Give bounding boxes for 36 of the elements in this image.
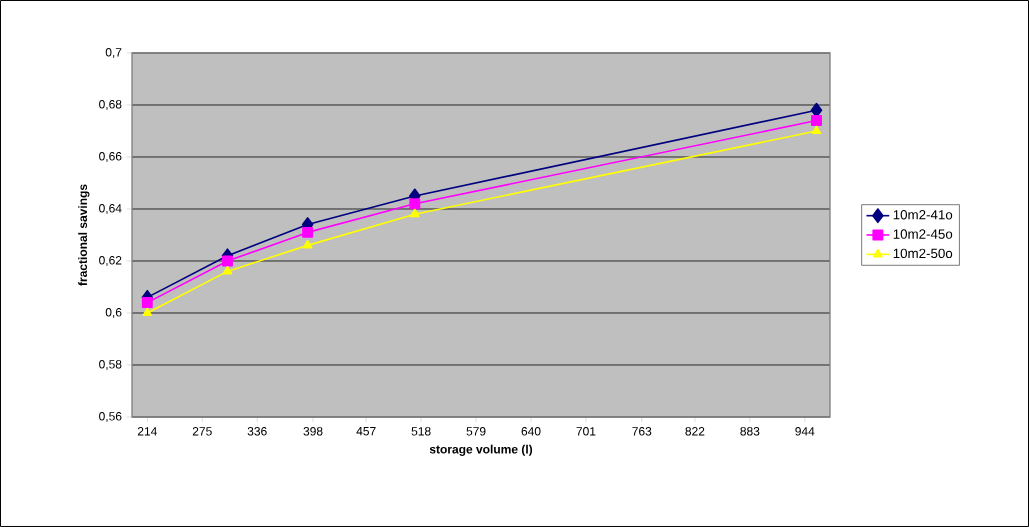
x-axis-title: storage volume (l) <box>429 444 533 456</box>
x-tick-label: 640 <box>521 427 541 436</box>
point <box>811 125 822 135</box>
y-tick-label: 0,64 <box>99 204 122 214</box>
point <box>142 307 153 317</box>
x-tick-label: 883 <box>740 427 760 436</box>
point <box>222 265 233 275</box>
x-tick-label: 336 <box>247 427 267 436</box>
legend-label: 10m2-50o <box>893 248 953 259</box>
y-tick-label: 0,6 <box>105 308 122 318</box>
legend-label: 10m2-41o <box>893 210 953 220</box>
x-tick-label: 579 <box>466 427 486 436</box>
y-tick-label: 0,66 <box>99 152 122 162</box>
point <box>811 115 822 127</box>
x-tick-label: 822 <box>685 427 705 436</box>
x-tick-label: 275 <box>192 427 212 436</box>
y-axis-title: fractional savings <box>78 184 90 286</box>
point <box>409 208 420 218</box>
y-tick-label: 0,68 <box>99 100 122 110</box>
x-tick-label: 457 <box>356 427 376 436</box>
x-tick-label: 701 <box>576 427 596 436</box>
x-tick-label: 518 <box>411 427 431 436</box>
point <box>302 239 313 249</box>
point <box>222 255 233 267</box>
y-tick-label: 0,56 <box>99 412 122 422</box>
x-tick-label: 944 <box>795 427 815 436</box>
point <box>409 198 421 210</box>
x-tick-label: 763 <box>632 427 652 436</box>
x-tick-label: 214 <box>137 427 157 436</box>
point <box>302 226 314 238</box>
x-tick-label: 398 <box>303 427 323 436</box>
y-tick-label: 0,62 <box>99 256 122 266</box>
legend-label: 10m2-45o <box>893 229 953 239</box>
y-tick-label: 0,58 <box>99 360 122 370</box>
y-tick-label: 0,7 <box>105 48 122 58</box>
point <box>141 297 153 309</box>
